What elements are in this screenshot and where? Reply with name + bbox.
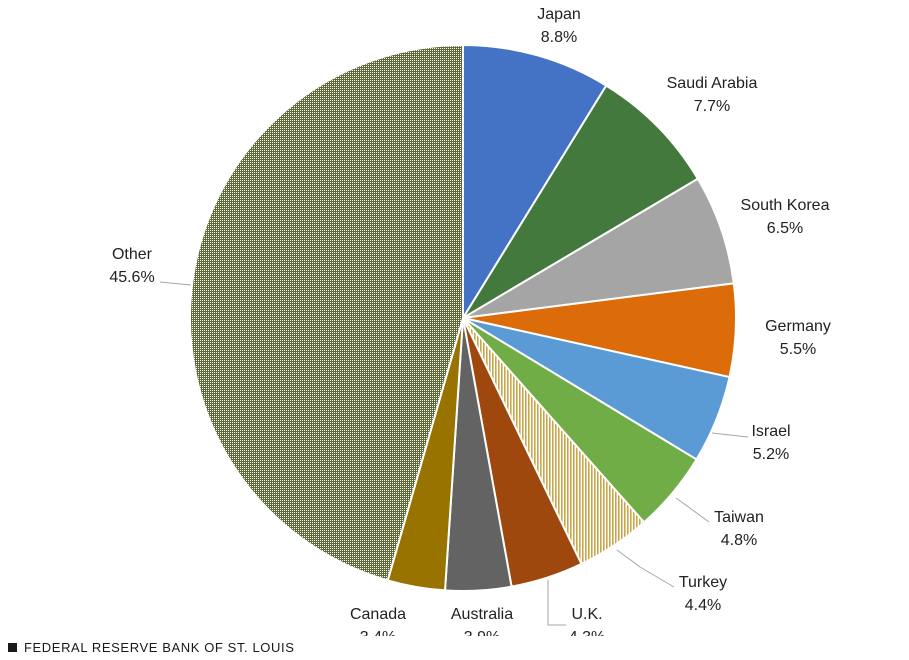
- slice-value-u-k: 4.3%: [569, 629, 605, 636]
- footer-source-text: FEDERAL RESERVE BANK OF ST. LOUIS: [24, 640, 295, 655]
- leader-line-u-k: [547, 580, 566, 626]
- slice-label-israel: Israel: [751, 423, 790, 440]
- slice-label-other: Other: [112, 246, 153, 263]
- pie-slice-south-korea: [462, 177, 735, 319]
- pie-slice-saudi-arabia: [462, 84, 699, 319]
- source-footer: FEDERAL RESERVE BANK OF ST. LOUIS: [8, 640, 294, 655]
- slice-value-saudi-arabia: 7.7%: [694, 98, 730, 115]
- slice-value-israel: 5.2%: [753, 446, 789, 463]
- slice-value-taiwan: 4.8%: [721, 532, 757, 549]
- slice-label-germany: Germany: [765, 318, 831, 335]
- leader-line-taiwan: [675, 497, 710, 523]
- slice-label-canada: Canada: [350, 606, 406, 623]
- pie-chart: Japan 8.8% Saudi Arabia 7.7% South Korea 6.5%…: [109, 6, 831, 636]
- leader-line-turkey: [616, 549, 675, 588]
- slice-label-japan: Japan: [537, 6, 581, 23]
- leader-lines: [159, 281, 749, 626]
- slice-value-germany: 5.5%: [780, 341, 816, 358]
- footer-square-icon: [8, 643, 17, 652]
- leader-line-other: [159, 281, 192, 286]
- slice-value-japan: 8.8%: [541, 29, 577, 46]
- slice-label-south-korea: South Korea: [741, 197, 830, 214]
- slice-label-australia: Australia: [451, 606, 513, 623]
- pie-slice-japan: [462, 44, 608, 319]
- slice-value-turkey: 4.4%: [685, 597, 721, 614]
- slice-value-canada: 3.4%: [360, 629, 396, 636]
- slice-value-south-korea: 6.5%: [767, 220, 803, 237]
- slice-labels: Japan 8.8% Saudi Arabia 7.7% South Korea 6.5%…: [109, 6, 831, 636]
- leader-line-israel: [711, 432, 749, 438]
- slice-label-saudi-arabia: Saudi Arabia: [667, 75, 758, 92]
- slice-value-other: 45.6%: [109, 269, 154, 286]
- slice-label-taiwan: Taiwan: [714, 509, 764, 526]
- pie-slices: [189, 44, 737, 592]
- slice-label-u-k: U.K.: [571, 606, 602, 623]
- slice-value-australia: 3.9%: [464, 629, 500, 636]
- slice-label-turkey: Turkey: [679, 574, 727, 591]
- pie-slice-other: [189, 44, 464, 582]
